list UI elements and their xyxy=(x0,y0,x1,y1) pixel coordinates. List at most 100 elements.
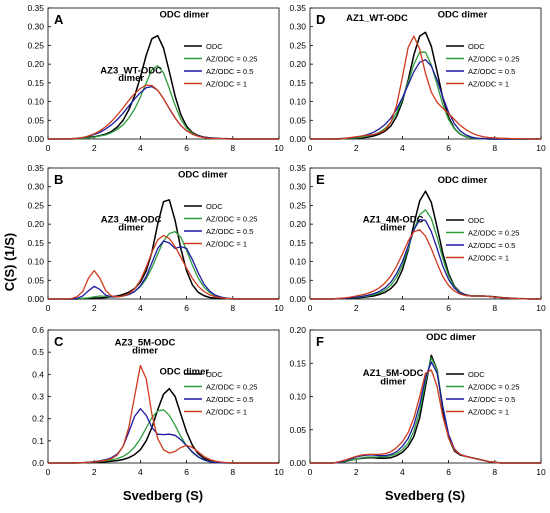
y-tick-label: 0.35 xyxy=(27,163,44,173)
y-tick-label: 0.00 xyxy=(289,294,306,304)
y-tick-label: 0.15 xyxy=(27,238,44,248)
chart-panel-a: 0.00 0.05 0.10 0.15 0.20 0.25 0.30 0.35 0 2 4 6 8 10 A… xyxy=(27,3,284,153)
annotation-label: ODC dimer xyxy=(426,332,476,343)
x-tick-label: 0 xyxy=(46,467,51,477)
x-tick-label: 4 xyxy=(138,467,143,477)
plot-frame xyxy=(47,167,280,300)
series-line xyxy=(310,51,541,140)
legend-entry: AZ/ODC = 0.5 xyxy=(206,67,253,76)
x-tick-label: 0 xyxy=(308,467,313,477)
x-axis-label-left: Svedberg (S) xyxy=(123,488,203,503)
legend-entry: AZ/ODC = 0.25 xyxy=(206,215,257,224)
plot-frame xyxy=(309,7,542,140)
x-tick-label: 6 xyxy=(446,143,451,153)
series-line xyxy=(48,64,279,140)
y-tick-label: 0.20 xyxy=(289,219,306,229)
x-tick-label: 2 xyxy=(354,143,359,153)
annotation-label: ODC dimer xyxy=(178,169,228,180)
y-tick-label: 0.30 xyxy=(289,22,306,32)
legend-entry: ODC xyxy=(468,216,485,225)
x-tick-label: 10 xyxy=(536,303,546,313)
chart-panel-f: 0.000.050.100.150.200 2 4 6 8 10F ODC dimerAZ1… xyxy=(289,325,546,477)
x-tick-label: 8 xyxy=(230,467,235,477)
series-line xyxy=(48,234,279,300)
x-tick-label: 8 xyxy=(230,143,235,153)
x-tick-label: 4 xyxy=(400,303,405,313)
chart-panel-d: 0.00 0.05 0.10 0.15 0.20 0.25 0.30 0.35 0 2 4 6 8 10 D… xyxy=(289,3,546,153)
y-tick-label: 0.0 xyxy=(32,458,44,468)
y-axis-label: C(S) (1/S) xyxy=(2,233,17,292)
legend-entry: AZ/ODC = 0.5 xyxy=(206,395,253,404)
legend-entry: AZ/ODC = 0.25 xyxy=(468,55,519,64)
y-tick-label: 0.00 xyxy=(27,294,44,304)
legend-entry: ODC xyxy=(206,202,223,211)
legend-entry: AZ/ODC = 1 xyxy=(206,408,247,417)
panel-letter: D xyxy=(316,12,325,27)
legend-entry: AZ/ODC = 0.5 xyxy=(468,395,515,404)
series-line xyxy=(48,85,279,140)
y-tick-label: 0.30 xyxy=(27,22,44,32)
legend-entry: AZ/ODC = 0.25 xyxy=(206,383,257,392)
annotation-label: dimer xyxy=(118,73,144,84)
y-tick-label: 0.10 xyxy=(27,257,44,267)
x-tick-label: 10 xyxy=(274,143,284,153)
legend-entry: AZ/ODC = 1 xyxy=(468,254,509,263)
x-tick-label: 0 xyxy=(46,303,51,313)
y-tick-label: 0.1 xyxy=(32,436,44,446)
x-tick-label: 8 xyxy=(492,143,497,153)
y-tick-label: 0.35 xyxy=(289,163,306,173)
annotation-label: AZ1_4M-ODC xyxy=(363,214,424,225)
x-axis-label-right: Svedberg (S) xyxy=(385,488,465,503)
legend-entry: AZ/ODC = 1 xyxy=(206,240,247,249)
y-tick-label: 0.00 xyxy=(27,134,44,144)
y-tick-label: 0.35 xyxy=(289,3,306,13)
annotation-label: AZ1_WT-ODC xyxy=(346,13,408,24)
chart-panels: 0.000.050.100.150.200.250.300.350 2 4 6 8 10A… xyxy=(27,3,546,477)
y-tick-label: 0.05 xyxy=(27,115,44,125)
x-tick-label: 4 xyxy=(138,143,143,153)
x-tick-label: 2 xyxy=(354,303,359,313)
y-tick-label: 0.00 xyxy=(289,134,306,144)
legend-entry: ODC xyxy=(468,370,485,379)
y-tick-label: 0.6 xyxy=(32,325,44,335)
y-tick-label: 0.05 xyxy=(289,115,306,125)
series-line xyxy=(48,408,279,464)
legend-entry: AZ/ODC = 1 xyxy=(206,80,247,89)
y-tick-label: 0.05 xyxy=(289,275,306,285)
annotation-label: AZ3_WT-ODC xyxy=(100,66,162,77)
x-tick-label: 8 xyxy=(492,303,497,313)
x-tick-label: 2 xyxy=(354,467,359,477)
chart-panel-c: 0.0 0.1 0.2 0.3 0.4 0.5 0.6 0 2 4 6 8 10 C AZ3_5M-ODCd… xyxy=(32,325,284,477)
x-tick-label: 0 xyxy=(308,143,313,153)
annotation-label: dimer xyxy=(132,345,158,356)
y-tick-label: 0.10 xyxy=(289,392,306,402)
y-tick-label: 0.25 xyxy=(289,40,306,50)
x-tick-label: 6 xyxy=(446,303,451,313)
y-tick-label: 0.4 xyxy=(32,369,44,379)
x-tick-label: 2 xyxy=(92,143,97,153)
panel-letter: E xyxy=(316,172,325,187)
plot-frame xyxy=(309,167,542,300)
series-line xyxy=(310,35,541,140)
annotation-label: dimer xyxy=(118,223,144,234)
y-tick-label: 0.20 xyxy=(289,325,306,335)
y-tick-label: 0.5 xyxy=(32,347,44,357)
legend-entry: ODC xyxy=(206,42,223,51)
annotation-label: ODC dimer xyxy=(159,9,209,20)
series-line xyxy=(48,364,279,464)
legend-entry: AZ/ODC = 0.25 xyxy=(468,383,519,392)
annotation-label: ODC dimer xyxy=(159,366,209,377)
legend-entry: AZ/ODC = 0.25 xyxy=(206,55,257,64)
x-tick-label: 2 xyxy=(92,303,97,313)
chart-panel-b: 0.00 0.05 0.10 0.15 0.20 0.25 0.30 0.35 0 2 4 6 8 10 B… xyxy=(27,163,284,313)
y-tick-label: 0.25 xyxy=(27,40,44,50)
x-tick-label: 6 xyxy=(446,467,451,477)
annotation-label: ODC dimer xyxy=(438,9,488,20)
legend-entry: AZ/ODC = 0.25 xyxy=(468,229,519,238)
legend-entry: AZ/ODC = 1 xyxy=(468,408,509,417)
series-line xyxy=(310,369,541,464)
annotation-label: dimer xyxy=(380,223,406,234)
y-tick-label: 0.30 xyxy=(289,182,306,192)
x-tick-label: 6 xyxy=(184,467,189,477)
